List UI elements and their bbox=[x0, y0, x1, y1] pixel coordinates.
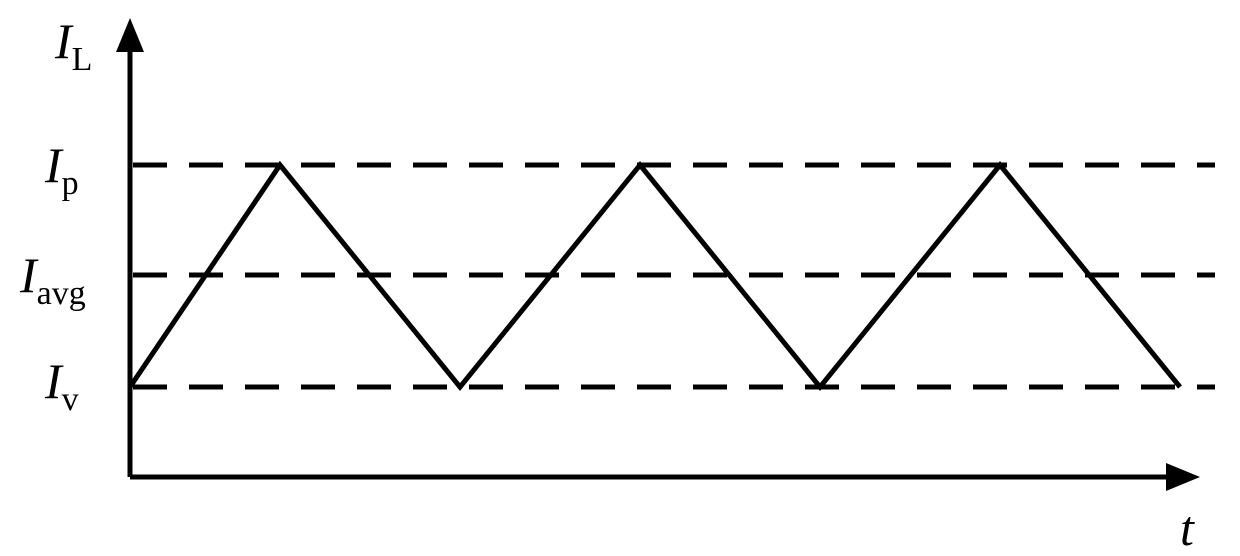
diagram-svg: ILIpIavgIvt bbox=[0, 0, 1240, 556]
label-t: t bbox=[1180, 500, 1195, 556]
figure-inductor-current-waveform: ILIpIavgIvt bbox=[0, 0, 1240, 556]
